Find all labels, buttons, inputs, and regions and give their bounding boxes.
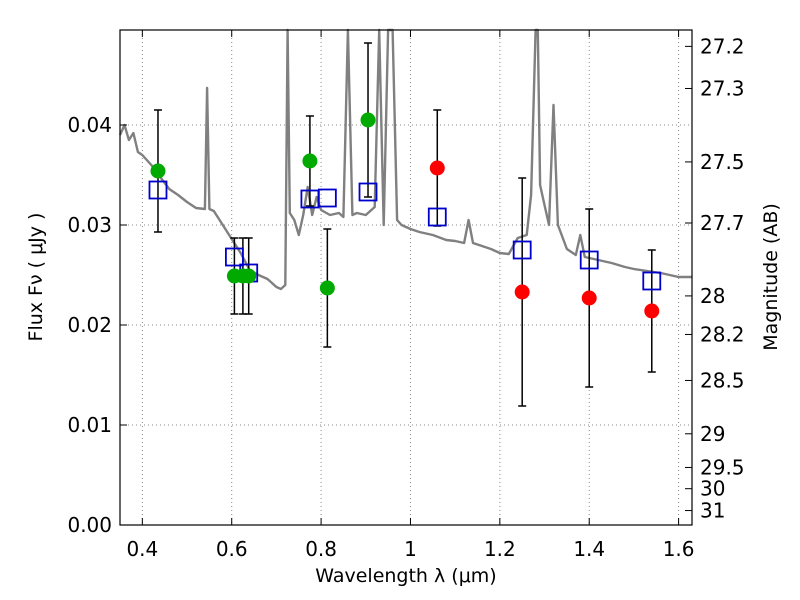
model-spectrum-layer [118, 28, 692, 291]
observed-point [150, 163, 166, 179]
right-tick-label: 31 [700, 499, 725, 523]
observed-point [514, 284, 530, 300]
y-axis-title: Flux Fν ( μJy ) [25, 213, 47, 342]
model-photometry-box [427, 207, 447, 227]
right-tick-label: 29 [700, 422, 725, 446]
observed-point [360, 112, 376, 128]
model-photometry-box [358, 182, 378, 202]
right-tick-label: 30 [700, 477, 725, 501]
right-tick-label: 27.3 [700, 76, 745, 100]
observed-points-layer [150, 112, 660, 319]
x-tick-label: 0.8 [305, 537, 337, 561]
y-tick-label: 0.00 [67, 513, 112, 537]
observed-point [644, 303, 660, 319]
right-tick-label: 28.2 [700, 322, 745, 346]
y-tick-label: 0.02 [67, 313, 112, 337]
right-tick-label: 28.5 [700, 368, 745, 392]
observed-point [319, 280, 335, 296]
right-tick-label: 27.7 [700, 211, 745, 235]
x-tick-label: 0.6 [216, 537, 248, 561]
model-photometry-box [512, 240, 532, 260]
right-axis-title: Magnitude (AB) [760, 203, 782, 351]
model-photometry-box [224, 247, 244, 267]
model-photometry-layer [148, 180, 662, 291]
observed-point [429, 160, 445, 176]
observed-point [581, 290, 597, 306]
y-tick-label: 0.03 [67, 213, 112, 237]
model-spectrum-line [118, 28, 692, 291]
right-tick-label: 27.2 [700, 34, 745, 58]
right-tick-label: 27.5 [700, 150, 745, 174]
observed-point [241, 268, 257, 284]
tick-layer: 0.4 0.6 0.8 1 1.2 1.4 1.6 0.00 0.01 0.02 0.03 0.04 2… [67, 30, 745, 561]
x-tick-label: 1.6 [663, 537, 695, 561]
x-tick-label: 1.2 [484, 537, 516, 561]
x-tick-label: 0.4 [126, 537, 158, 561]
y-tick-label: 0.04 [67, 113, 112, 137]
model-photometry-box [148, 180, 168, 200]
model-photometry-box [317, 188, 337, 208]
observed-point [302, 153, 318, 169]
right-tick-label: 28 [700, 284, 725, 308]
y-tick-label: 0.01 [67, 413, 112, 437]
model-photometry-box [579, 250, 599, 270]
x-axis-title: Wavelength λ (μm) [315, 565, 496, 587]
x-tick-label: 1 [404, 537, 417, 561]
plot-frame [119, 29, 693, 526]
x-tick-label: 1.4 [573, 537, 605, 561]
right-tick-label: 29.5 [700, 455, 745, 479]
model-photometry-box [642, 271, 662, 291]
